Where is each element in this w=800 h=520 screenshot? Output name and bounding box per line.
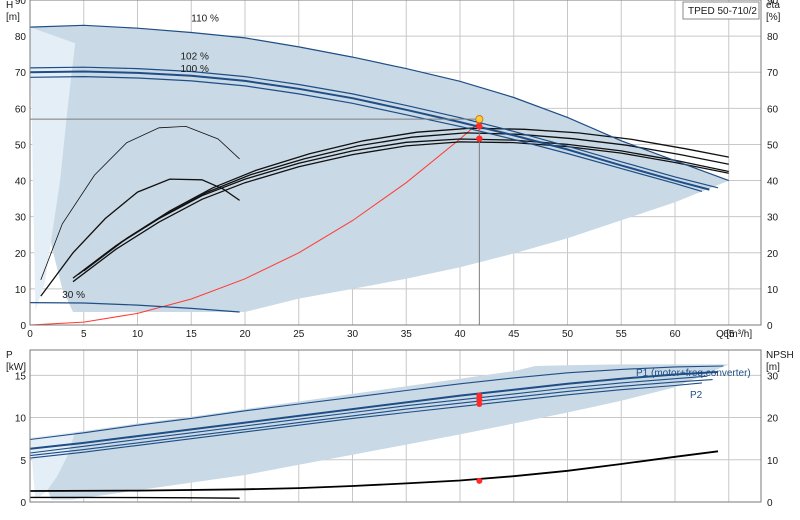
power-axes: 0 5 10 15 0 10 20 30 xyxy=(15,349,779,509)
q-tick-label: 50 xyxy=(562,329,574,340)
curve-label: 30 % xyxy=(62,290,85,301)
head-curves: 110 % 102 %100 % 30 % xyxy=(29,14,730,326)
q-tick-label: 65 xyxy=(723,329,735,340)
chart-title: TPED 50-710/2 xyxy=(688,6,757,17)
eta-tick-label: 90 xyxy=(767,0,779,7)
eta-tick-label: 70 xyxy=(767,68,779,79)
efficiency-curve xyxy=(72,141,729,283)
eta-tick-label: 40 xyxy=(767,177,779,188)
h-axis-unit: [m] xyxy=(6,12,20,23)
q-tick-label: 30 xyxy=(347,329,359,340)
head-curve-operating xyxy=(29,70,710,191)
operating-range-area xyxy=(30,25,729,313)
x-axis-label: Q [m³/h] xyxy=(716,329,752,340)
eta-tick-label: 10 xyxy=(767,285,779,296)
head-curve xyxy=(29,302,240,313)
q-tick-label: 45 xyxy=(508,329,520,340)
q-tick-label: 60 xyxy=(669,329,681,340)
curve-label: 102 % xyxy=(181,52,209,63)
operating-point-marks xyxy=(30,115,484,325)
h-axis-title: H xyxy=(6,0,13,11)
system-curve xyxy=(29,119,482,326)
h-tick-label: 10 xyxy=(15,285,27,296)
npsh-operating-marker xyxy=(476,477,483,484)
head-curve xyxy=(29,24,730,182)
q-tick-label: 0 xyxy=(27,329,33,340)
q-tick-label: 40 xyxy=(454,329,466,340)
efficiency-curve xyxy=(78,132,729,275)
h-tick-label: 70 xyxy=(15,68,27,79)
h-tick-label: 0 xyxy=(20,321,26,332)
power-curve xyxy=(29,365,724,441)
power-operating-range-band xyxy=(30,364,729,500)
npsh-curve xyxy=(29,450,719,492)
p-tick-label: 10 xyxy=(15,414,27,425)
q-tick-label: 10 xyxy=(132,329,144,340)
h-tick-label: 40 xyxy=(15,177,27,188)
eta-tick-label: 20 xyxy=(767,249,779,260)
npsh-tick-label: 20 xyxy=(767,414,779,425)
eta-axis-unit: [%] xyxy=(766,12,781,23)
p-axis-unit: [kW] xyxy=(6,362,26,373)
head-curve xyxy=(29,66,719,189)
q-tick-label: 20 xyxy=(239,329,251,340)
eta-tick-label: 60 xyxy=(767,104,779,115)
npsh-tick-label: 30 xyxy=(767,371,779,382)
eta-axis-title: eta xyxy=(766,0,780,11)
eta-tick-label: 0 xyxy=(767,321,773,332)
head-curve xyxy=(29,75,703,192)
h-tick-label: 90 xyxy=(15,0,27,7)
q-tick-label: 35 xyxy=(401,329,413,340)
p1-label: P1 (motor+freq.converter) xyxy=(636,368,751,379)
npsh-tick-label: 10 xyxy=(767,456,779,467)
power-curve xyxy=(29,371,719,450)
q-tick-label: 5 xyxy=(81,329,87,340)
power-curve xyxy=(29,379,713,457)
duty-point-marker xyxy=(475,115,484,124)
plot-frame xyxy=(29,0,762,326)
power-curve xyxy=(29,375,708,454)
power-operating-marker xyxy=(476,396,483,403)
h-tick-label: 80 xyxy=(15,32,27,43)
npsh-curve-low xyxy=(30,496,240,499)
p-tick-label: 15 xyxy=(15,371,27,382)
p-axis-title: P xyxy=(6,350,13,361)
q-tick-label: 55 xyxy=(616,329,628,340)
q-tick-label: 15 xyxy=(186,329,198,340)
title-box xyxy=(682,1,760,20)
curve-label: 110 % xyxy=(191,14,219,25)
p-tick-label: 0 xyxy=(20,498,26,509)
power-plot-frame xyxy=(29,349,762,503)
power-operating-marker xyxy=(476,401,483,408)
head-operating-range-band xyxy=(30,25,729,313)
power-operating-marker xyxy=(476,392,483,399)
eta-tick-label: 80 xyxy=(767,32,779,43)
efficiency-curve xyxy=(83,127,729,272)
power-curve xyxy=(29,382,702,459)
p2-label: P2 xyxy=(690,390,703,401)
npsh-axis-unit: [m] xyxy=(766,362,780,373)
power-range-area xyxy=(30,364,729,500)
power-curves: P1 (motor+freq.converter) P2 xyxy=(29,365,751,499)
h-tick-label: 60 xyxy=(15,104,27,115)
curve-label: 100 % xyxy=(181,64,209,75)
h-tick-label: 30 xyxy=(15,213,27,224)
p-tick-label: 5 xyxy=(20,456,26,467)
eta-tick-label: 50 xyxy=(767,140,779,151)
operating-point-marker xyxy=(476,135,483,142)
operating-point-marker xyxy=(476,123,483,130)
eta-tick-label: 30 xyxy=(767,213,779,224)
npsh-tick-label: 0 xyxy=(767,498,773,509)
npsh-axis-title: NPSH xyxy=(766,350,794,361)
h-tick-label: 50 xyxy=(15,140,27,151)
power-operating-marks xyxy=(476,392,483,484)
efficiency-curve xyxy=(40,125,240,281)
q-tick-label: 25 xyxy=(293,329,305,340)
h-tick-label: 20 xyxy=(15,249,27,260)
power-npsh-panel: P1 (motor+freq.converter) P2 0 5 10 15 0 10 20 3… xyxy=(6,349,794,509)
low-flow-area xyxy=(30,27,76,311)
